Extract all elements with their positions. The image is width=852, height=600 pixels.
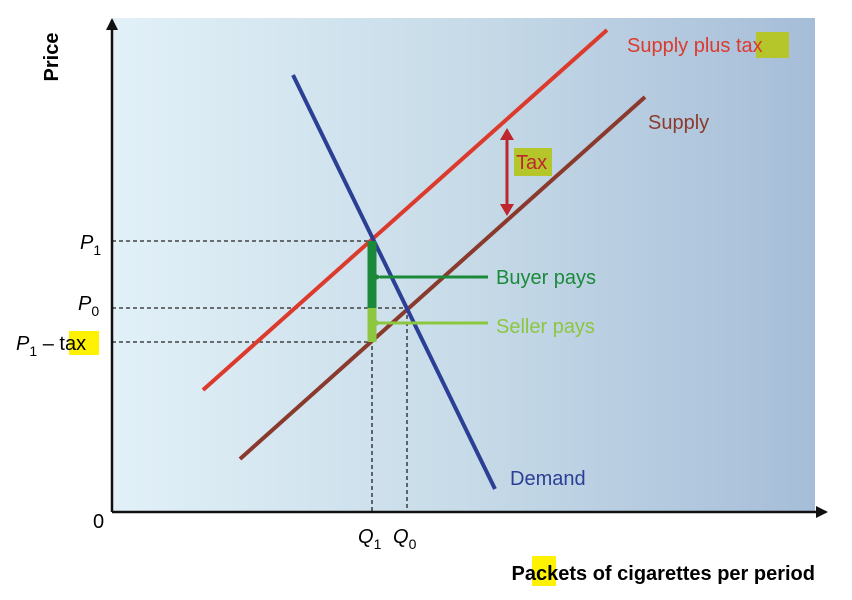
highlight: [756, 32, 789, 58]
x-axis-label: Packets of cigarettes per period: [512, 563, 815, 585]
supply-label: Supply: [648, 112, 709, 134]
q0-label: Q0: [393, 526, 417, 552]
highlight: [532, 556, 556, 586]
p1-label: P1: [80, 232, 101, 258]
seller-pays-label: Seller pays: [496, 316, 595, 338]
supply-plus-tax-line: [201, 28, 609, 392]
demand-line: [291, 74, 497, 490]
origin-label: 0: [93, 511, 104, 533]
q1-label: Q1: [358, 526, 382, 552]
y-axis-label: Price: [41, 33, 63, 82]
tax-label: Tax: [516, 152, 547, 174]
p0-label: P0: [78, 293, 99, 319]
highlight: [514, 148, 552, 176]
supply-plus-tax-label: Supply plus tax: [627, 35, 763, 57]
p1-tax-label: P1 – tax: [16, 333, 86, 359]
plot-background: [112, 18, 815, 512]
buyer-pays-label: Buyer pays: [496, 267, 596, 289]
highlight: [69, 331, 99, 355]
demand-label: Demand: [510, 468, 586, 490]
